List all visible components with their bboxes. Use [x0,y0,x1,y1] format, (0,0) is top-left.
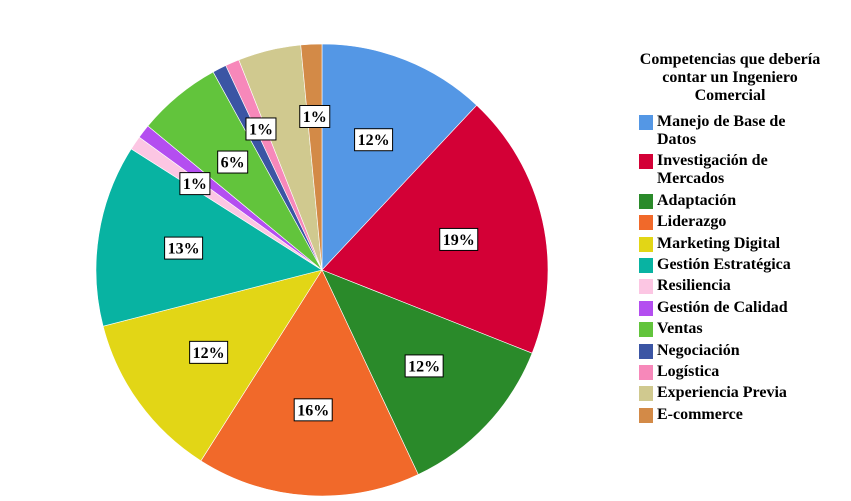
legend-label: Investigación de Mercados [657,152,768,188]
legend-label: Ventas [657,320,703,338]
legend-item: Gestión Estratégica [636,256,825,274]
legend-item: Investigación de Mercados [636,152,825,188]
data-label: 1% [299,104,331,128]
legend-swatch [639,386,653,402]
legend-item: Liderazgo [636,213,825,231]
legend-swatch [639,257,653,273]
legend-swatch [639,279,653,295]
legend-item: Resiliencia [636,277,825,295]
data-label-box [293,398,333,422]
legend-item: Gestión de Calidad [636,299,825,317]
legend-swatch [639,343,653,359]
legend-label: Manejo de Base de Datos [657,113,786,148]
legend-label: Negociación [657,341,740,359]
legend-item: Adaptación [636,192,825,210]
legend-item: E-commerce [636,406,825,424]
legend-label: Liderazgo [657,213,727,231]
data-label-box [189,340,229,364]
pie-slice [300,43,323,271]
legend-item: Marketing Digital [636,235,825,253]
data-label: 12% [354,128,394,152]
data-label-box [354,128,394,152]
data-label: 12% [189,340,229,364]
pie-slice [321,43,478,271]
data-label: 16% [293,398,333,422]
legend-item: Manejo de Base de Datos [636,113,825,149]
pie-slice [102,269,323,462]
data-label: 6% [217,150,249,174]
legend: Competencias que debería contar un Ingen… [636,51,836,427]
pie-data-labels: 12%19%12%16%12%13%1%6%1%1% [164,104,479,422]
data-label-box [404,354,444,378]
data-label: 13% [164,236,204,260]
data-label-text: 1% [303,109,327,126]
legend-label: E-commerce [657,405,743,423]
data-label-box [217,150,249,174]
legend-item: Negociación [636,342,825,360]
legend-swatch [639,407,653,423]
data-label-text: 6% [221,155,245,172]
legend-items: Manejo de Base de Datos Investigación de … [636,113,836,424]
data-label: 1% [179,172,211,196]
data-label: 1% [245,117,277,141]
legend-swatch [639,215,653,231]
data-label-text: 12% [408,358,440,375]
data-label-box [179,172,211,196]
data-label-box [245,117,277,141]
data-label: 19% [439,227,479,251]
legend-swatch [639,115,653,130]
data-label-box [164,236,204,260]
pie-slice [321,104,549,354]
data-label-box [299,104,331,128]
data-label-text: 12% [358,132,390,149]
legend-label: Gestión Estratégica [657,255,791,273]
legend-swatch [639,154,653,170]
legend-title: Competencias que debería contar un Ingen… [639,51,821,104]
data-label-box [439,227,479,251]
legend-label: Gestión de Calidad [657,298,788,316]
legend-item: Ventas [636,320,825,338]
legend-label: Marketing Digital [657,234,781,252]
legend-label: Adaptación [657,191,737,209]
legend-swatch [639,364,653,380]
data-label-text: 19% [443,232,475,249]
data-label-text: 1% [183,176,207,193]
data-label-text: 16% [297,402,329,419]
legend-swatch [639,300,653,316]
data-label-text: 1% [249,121,273,138]
legend-item: Experiencia Previa [636,384,825,402]
legend-label: Resiliencia [657,277,731,295]
legend-label: Experiencia Previa [657,384,787,402]
legend-swatch [639,193,653,209]
legend-swatch [639,236,653,252]
pie-slice [200,269,419,497]
legend-label: Logística [657,362,720,380]
data-label-text: 12% [193,345,225,362]
legend-item: Logística [636,363,825,381]
data-label-text: 13% [168,241,200,258]
data-label: 12% [404,354,444,378]
pie-slice [95,148,323,327]
legend-swatch [639,322,653,338]
